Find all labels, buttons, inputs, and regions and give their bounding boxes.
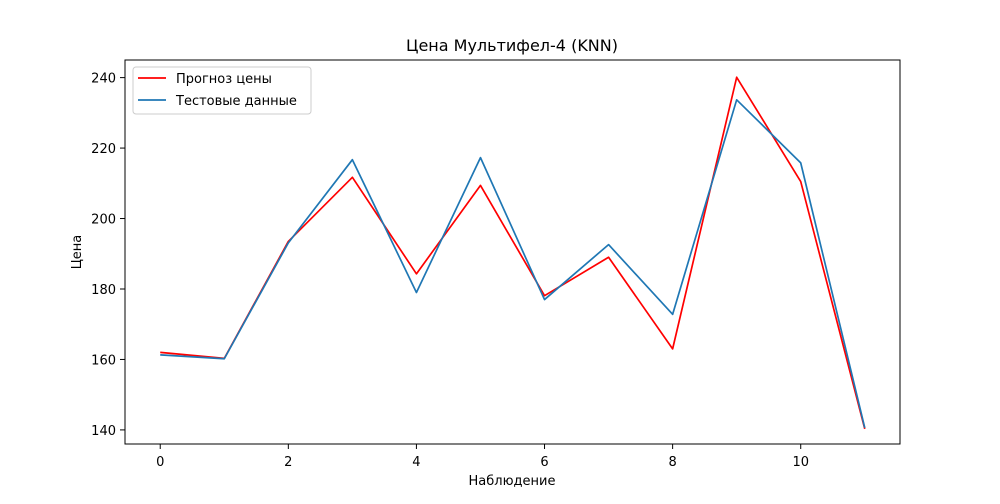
y-tick-label: 240 — [91, 72, 116, 87]
x-tick-label: 4 — [412, 455, 420, 470]
x-tick-label: 6 — [540, 455, 548, 470]
series-line-1 — [160, 98, 866, 428]
x-tick-label: 8 — [668, 455, 676, 470]
legend-label-forecast: Прогноз цены — [176, 72, 272, 87]
x-tick-label: 2 — [284, 455, 292, 470]
y-tick-label: 220 — [91, 142, 116, 157]
legend: Прогноз цены Тестовые данные — [132, 66, 312, 115]
legend-box — [132, 66, 312, 115]
x-axis: 0 2 4 6 8 10 — [156, 444, 809, 470]
x-axis-label: Наблюдение — [469, 474, 556, 489]
x-tick-label: 0 — [156, 455, 164, 470]
y-tick-label: 200 — [91, 213, 116, 228]
legend-label-test: Тестовые данные — [175, 94, 297, 109]
y-axis: 140 160 180 200 220 240 — [91, 72, 125, 439]
axes-frame — [124, 59, 901, 445]
y-axis-label: Цена — [70, 235, 85, 270]
x-tick-label: 10 — [792, 455, 809, 470]
series-lines — [160, 76, 866, 430]
y-tick-label: 180 — [91, 283, 116, 298]
plot-area — [125, 60, 900, 444]
axes-border — [124, 59, 901, 445]
y-tick-label: 160 — [91, 353, 116, 368]
chart-title: Цена Мультифел-4 (KNN) — [406, 36, 618, 55]
y-tick-label: 140 — [91, 424, 116, 439]
